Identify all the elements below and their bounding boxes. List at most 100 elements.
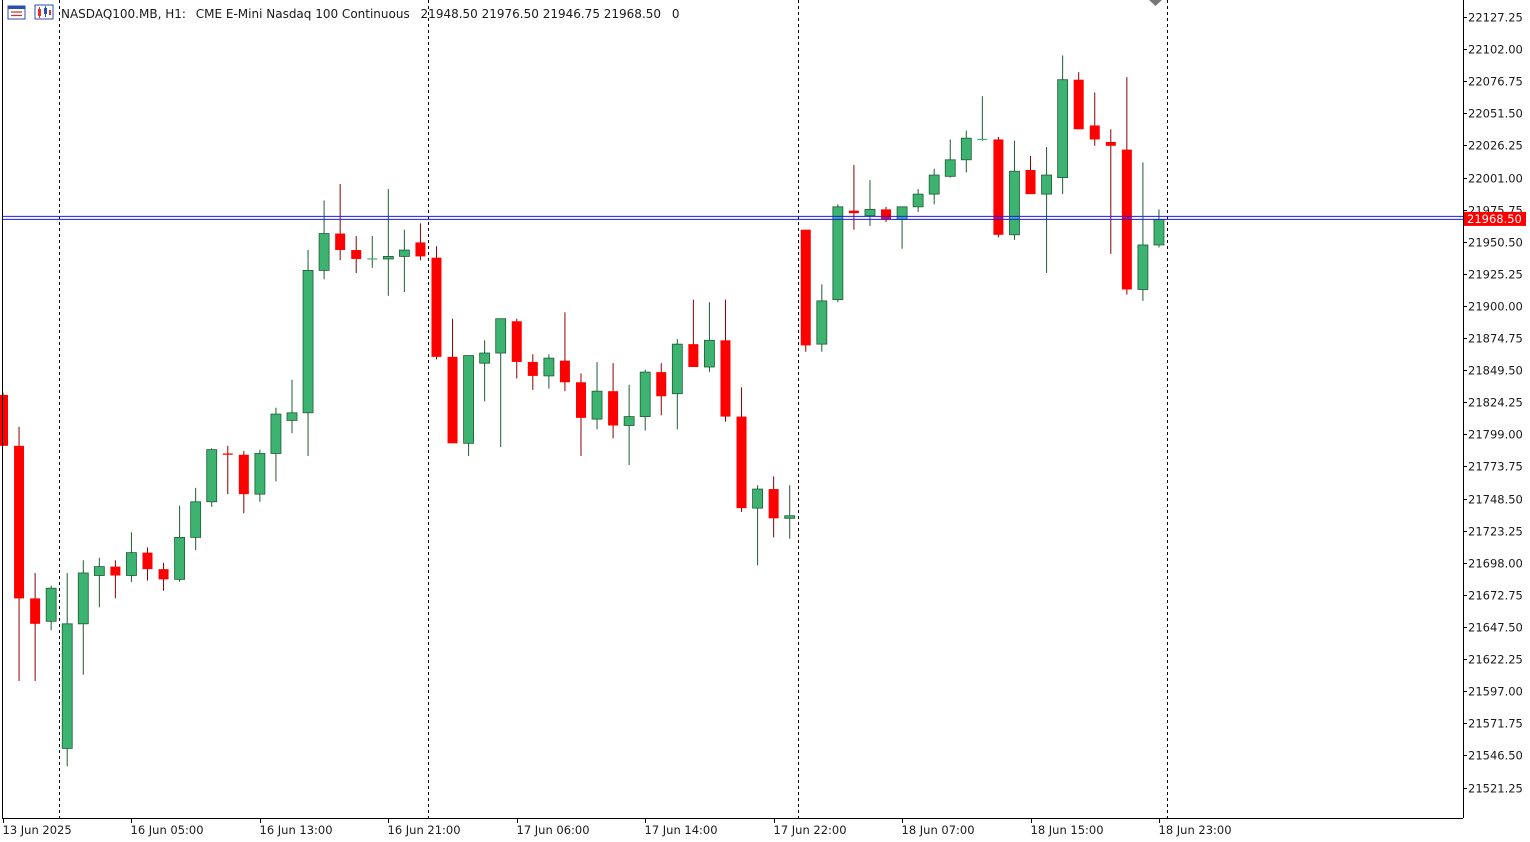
- candle-body: [591, 390, 603, 420]
- candle-body: [864, 208, 876, 217]
- time-tick-label: 17 Jun 22:00: [774, 823, 847, 837]
- candle-body: [688, 344, 699, 368]
- time-tick-label: 18 Jun 15:00: [1031, 823, 1104, 837]
- price-tick-label: 22026.25: [1468, 139, 1523, 153]
- candle: [993, 136, 1004, 238]
- candle: [832, 204, 844, 303]
- candle-body: [206, 449, 218, 503]
- candle: [222, 445, 233, 495]
- period-separators: [59, 0, 1168, 818]
- candle: [639, 369, 651, 431]
- candle: [415, 223, 426, 261]
- price-tick-label: 21874.75: [1468, 332, 1523, 346]
- price-tick-label: 21773.75: [1468, 460, 1523, 474]
- candle-body: [543, 357, 555, 377]
- candle-body: [511, 321, 522, 362]
- candle: [206, 448, 218, 507]
- candle-body: [61, 623, 73, 749]
- candle: [511, 318, 522, 379]
- candle-body: [1025, 169, 1036, 195]
- candle: [110, 560, 121, 599]
- candle: [1041, 147, 1052, 273]
- candle-body: [479, 352, 491, 364]
- candle-body: [944, 159, 956, 177]
- price-tick-label: 21521.25: [1468, 782, 1523, 796]
- candle: [1025, 155, 1036, 195]
- candle-body: [1137, 244, 1149, 290]
- candle-body: [575, 382, 586, 418]
- candle-body: [704, 339, 715, 368]
- candle: [45, 585, 57, 631]
- price-tick-label: 21546.50: [1468, 749, 1523, 763]
- candle-body: [993, 139, 1004, 235]
- candle-body: [896, 206, 908, 220]
- candle-body: [960, 137, 972, 161]
- candle-body: [752, 488, 763, 509]
- candle-body: [639, 371, 651, 417]
- candle-body: [447, 356, 458, 444]
- candle-body: [608, 391, 619, 426]
- price-tick-label: 21698.00: [1468, 557, 1523, 571]
- candle: [77, 560, 89, 675]
- candle-body: [784, 515, 796, 519]
- candle-body: [318, 233, 330, 271]
- volume-value: 0: [672, 7, 680, 21]
- candle-body: [1073, 79, 1084, 130]
- price-tick-label: 21950.50: [1468, 236, 1523, 250]
- price-lines: [2, 215, 1463, 220]
- time-tick-label: 13 Jun 2025: [3, 823, 72, 837]
- candle: [720, 299, 731, 422]
- price-tick-label: 21925.25: [1468, 268, 1523, 282]
- candle-body: [1089, 125, 1100, 140]
- candle: [591, 361, 603, 430]
- price-tick-label: 22001.00: [1468, 172, 1523, 186]
- candle: [752, 485, 763, 566]
- time-axis[interactable]: 13 Jun 2025 16 Jun 05:00 16 Jun 13:00 16 Ju…: [3, 818, 1232, 837]
- current-price-label: 21968.50: [1467, 212, 1522, 226]
- candle: [286, 379, 298, 434]
- trade-list-icon[interactable]: [7, 5, 26, 20]
- candle: [174, 505, 186, 582]
- candle-body: [190, 501, 202, 538]
- ohlc-values: 21948.50 21976.50 21946.75 21968.50: [421, 7, 661, 21]
- candle-body: [302, 269, 314, 414]
- chart-shift-marker-icon[interactable]: [1149, 0, 1162, 6]
- price-tick-label: 21824.25: [1468, 396, 1523, 410]
- candle: [944, 139, 956, 178]
- time-tick-label: 18 Jun 23:00: [1159, 823, 1232, 837]
- candle: [1073, 72, 1084, 130]
- candle: [656, 363, 667, 416]
- svg-text:NASDAQ100.MB, H1: CME E-: NASDAQ100.MB, H1: CME E-Mini Nasdaq 100 …: [61, 7, 680, 21]
- candle: [398, 229, 410, 293]
- time-tick-label: 16 Jun 21:00: [388, 823, 461, 837]
- candle: [351, 236, 362, 273]
- candle: [977, 96, 988, 141]
- candle: [575, 373, 586, 457]
- candle: [254, 449, 266, 502]
- candle-body: [832, 206, 844, 301]
- candle: [1105, 129, 1116, 254]
- price-tick-label: 21723.25: [1468, 525, 1523, 539]
- symbol-timeframe: NASDAQ100.MB, H1:: [61, 7, 186, 21]
- candle: [190, 487, 202, 551]
- candle: [158, 562, 169, 591]
- price-tick-label: 21571.75: [1468, 717, 1523, 731]
- candle-body: [623, 416, 635, 426]
- candle-body: [270, 413, 282, 454]
- time-tick-label: 18 Jun 07:00: [902, 823, 975, 837]
- candle-body: [1041, 174, 1052, 195]
- candle-body: [928, 174, 940, 195]
- price-axis[interactable]: 21521.25 21546.50 21571.75 21597.00 21622.25…: [1463, 11, 1523, 796]
- candle-body: [800, 229, 811, 346]
- price-tick-label: 21900.00: [1468, 300, 1523, 314]
- candle-body: [720, 340, 731, 417]
- time-tick-label: 17 Jun 14:00: [645, 823, 718, 837]
- candle: [928, 168, 940, 205]
- chart-type-icon[interactable]: [34, 4, 54, 20]
- time-tick-label: 16 Jun 13:00: [260, 823, 333, 837]
- time-tick-label: 17 Jun 06:00: [517, 823, 590, 837]
- candle: [688, 299, 699, 368]
- candle-body: [912, 193, 924, 208]
